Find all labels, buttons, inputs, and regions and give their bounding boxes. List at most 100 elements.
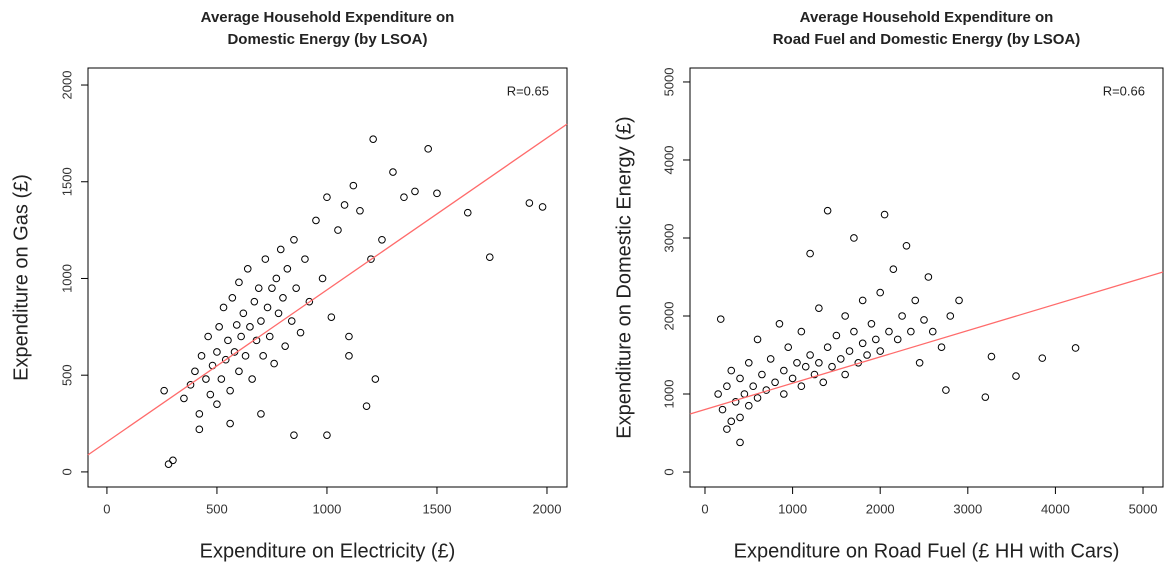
point — [180, 394, 188, 403]
chart-title: Road Fuel and Domestic Energy (by LSOA) — [773, 31, 1081, 48]
point — [749, 382, 757, 391]
point — [850, 327, 858, 336]
point — [345, 352, 353, 360]
point — [349, 181, 358, 190]
point — [780, 366, 788, 375]
point — [736, 413, 744, 422]
point — [845, 347, 854, 355]
point — [226, 419, 234, 428]
x-tick-label: 5000 — [1129, 501, 1158, 516]
point — [463, 208, 472, 217]
chart-title: Domestic Energy (by LSOA) — [227, 31, 427, 48]
point — [797, 327, 806, 336]
point — [716, 315, 725, 323]
point — [920, 316, 928, 324]
y-tick-label: 2000 — [59, 71, 74, 100]
plot-frame — [689, 67, 1164, 488]
point — [736, 374, 744, 383]
point — [775, 319, 784, 328]
point — [323, 431, 331, 439]
point — [400, 193, 408, 202]
point — [723, 382, 731, 391]
x-tick-label: 2000 — [533, 501, 562, 516]
point — [832, 331, 841, 340]
point — [290, 431, 298, 439]
point — [292, 284, 300, 292]
point — [823, 206, 832, 215]
point — [215, 323, 223, 331]
point — [371, 375, 380, 383]
point — [239, 309, 248, 318]
point — [828, 362, 836, 371]
point — [538, 203, 547, 211]
point — [263, 303, 272, 312]
point — [250, 297, 259, 306]
y-tick-label: 5000 — [661, 68, 676, 97]
point — [206, 390, 215, 399]
y-tick-label: 1000 — [661, 380, 676, 409]
x-tick-label: 500 — [206, 501, 228, 516]
point — [301, 255, 309, 263]
point — [219, 303, 228, 312]
point — [243, 264, 252, 273]
point — [784, 343, 793, 352]
point — [279, 294, 287, 302]
point — [389, 168, 397, 176]
point — [793, 359, 801, 367]
x-tick-label: 1000 — [778, 501, 807, 516]
point — [823, 343, 832, 352]
point — [197, 352, 206, 360]
point — [318, 274, 327, 283]
point — [780, 390, 788, 398]
point — [744, 359, 753, 367]
point — [836, 355, 845, 363]
point — [771, 378, 779, 387]
point — [727, 366, 736, 375]
point — [885, 327, 893, 336]
point — [1012, 372, 1020, 380]
point — [525, 199, 534, 207]
point — [345, 332, 353, 341]
point — [169, 456, 177, 465]
point — [411, 187, 419, 196]
point — [880, 210, 889, 219]
point — [160, 386, 168, 395]
point — [810, 370, 819, 379]
point — [898, 312, 906, 320]
point — [806, 249, 814, 258]
point — [806, 351, 814, 359]
point — [815, 304, 823, 312]
plot-frame — [87, 67, 568, 488]
point — [241, 352, 250, 360]
point — [736, 438, 744, 447]
point — [718, 405, 727, 414]
point — [753, 335, 762, 344]
point — [915, 359, 924, 367]
annotation: R=0.65 — [507, 83, 549, 98]
point — [714, 390, 722, 398]
point — [876, 288, 884, 297]
point — [362, 402, 371, 410]
y-tick-label: 1000 — [59, 264, 74, 293]
point — [327, 313, 336, 321]
point — [268, 284, 276, 292]
point — [753, 394, 762, 402]
trend-line — [87, 123, 568, 456]
point — [378, 235, 386, 244]
point — [907, 327, 915, 336]
point — [902, 241, 911, 250]
point — [270, 359, 278, 368]
point — [202, 375, 210, 383]
point — [858, 339, 867, 348]
point — [312, 216, 320, 225]
y-axis-label: Expenditure on Gas (£) — [10, 174, 32, 381]
point — [235, 367, 243, 376]
point — [281, 342, 289, 350]
point — [1038, 354, 1047, 362]
point — [937, 343, 946, 352]
point — [228, 294, 237, 302]
point — [305, 297, 314, 306]
chart-title: Average Household Expenditure on — [800, 9, 1054, 26]
point — [237, 332, 245, 341]
